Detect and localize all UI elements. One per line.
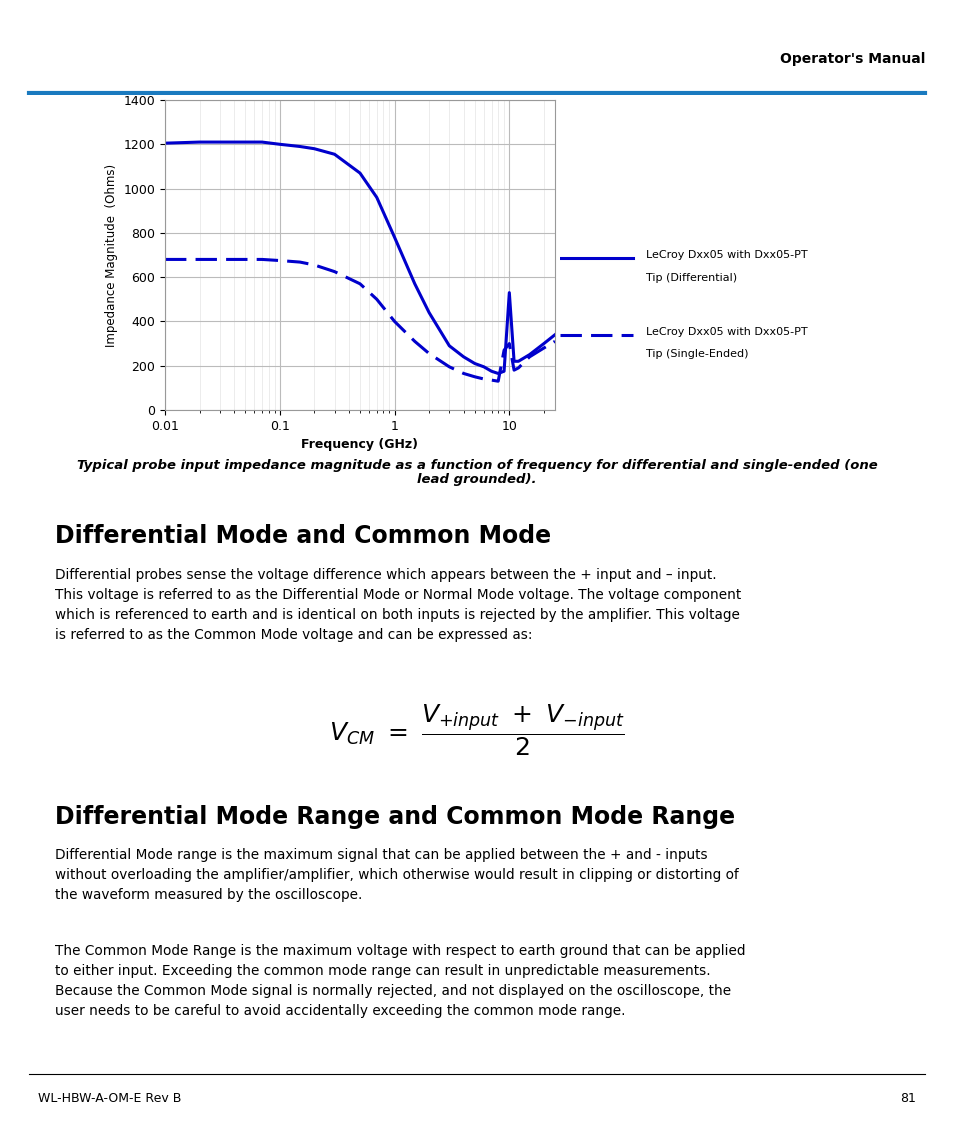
Text: 81: 81 bbox=[899, 1092, 915, 1105]
Text: $\mathit{V}_{CM}\ =\ \dfrac{\mathit{V}_{+input}\ +\ \mathit{V}_{-input}}{2}$: $\mathit{V}_{CM}\ =\ \dfrac{\mathit{V}_{… bbox=[329, 702, 624, 758]
Text: WL-HBW-A-OM-E Rev B: WL-HBW-A-OM-E Rev B bbox=[38, 1092, 181, 1105]
Text: Tip (Differential): Tip (Differential) bbox=[645, 273, 736, 283]
Text: LeCroy Dxx05 with Dxx05-PT: LeCroy Dxx05 with Dxx05-PT bbox=[645, 251, 806, 260]
Text: The Common Mode Range is the maximum voltage with respect to earth ground that c: The Common Mode Range is the maximum vol… bbox=[55, 943, 744, 1018]
Text: LeCroy Dxx05 with Dxx05-PT: LeCroy Dxx05 with Dxx05-PT bbox=[645, 327, 806, 337]
Y-axis label: Impedance Magnitude  (Ohms): Impedance Magnitude (Ohms) bbox=[105, 164, 118, 347]
Text: Differential Mode Range and Common Mode Range: Differential Mode Range and Common Mode … bbox=[55, 805, 735, 829]
Text: Differential Mode range is the maximum signal that can be applied between the + : Differential Mode range is the maximum s… bbox=[55, 848, 738, 902]
Text: Operator's Manual: Operator's Manual bbox=[780, 52, 924, 66]
Text: Differential Mode and Common Mode: Differential Mode and Common Mode bbox=[55, 524, 551, 548]
X-axis label: Frequency (GHz): Frequency (GHz) bbox=[301, 439, 418, 451]
Text: Differential probes sense the voltage difference which appears between the + inp: Differential probes sense the voltage di… bbox=[55, 568, 740, 642]
Text: Tip (Single-Ended): Tip (Single-Ended) bbox=[645, 349, 747, 360]
Text: Typical probe input impedance magnitude as a function of frequency for different: Typical probe input impedance magnitude … bbox=[76, 458, 877, 487]
